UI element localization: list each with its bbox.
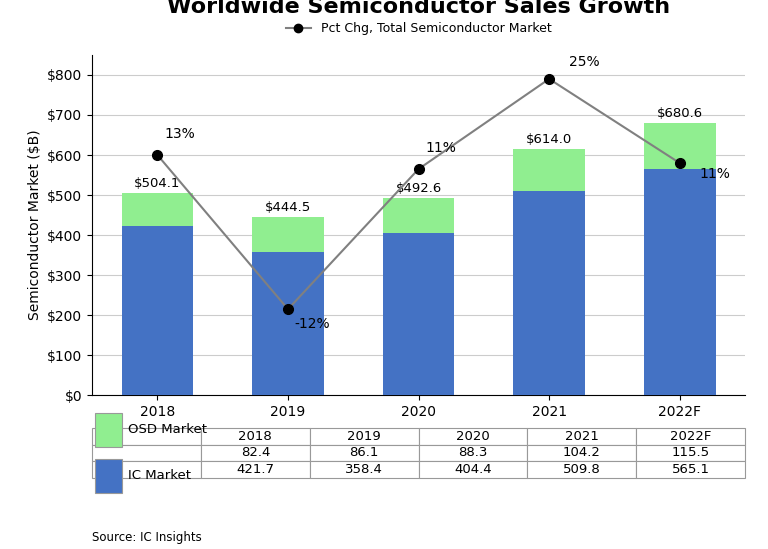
FancyBboxPatch shape	[95, 458, 121, 493]
Bar	[252, 252, 324, 395]
Bar	[382, 198, 455, 233]
Text: IC Market: IC Market	[128, 469, 191, 483]
Text: 25%: 25%	[568, 55, 599, 69]
Text: 13%: 13%	[164, 127, 195, 141]
Y-axis label: Semiconductor Market ($B): Semiconductor Market ($B)	[28, 130, 41, 321]
Text: $444.5: $444.5	[265, 201, 311, 214]
Bar	[644, 169, 716, 395]
Bar	[121, 193, 194, 226]
Text: Source: IC Insights: Source: IC Insights	[92, 530, 202, 544]
Text: 11%: 11%	[425, 141, 456, 155]
Text: $504.1: $504.1	[134, 177, 180, 190]
Bar	[513, 191, 585, 395]
Bar	[382, 233, 455, 395]
Bar	[644, 123, 716, 169]
Text: -12%: -12%	[295, 317, 330, 331]
Text: $492.6: $492.6	[396, 182, 442, 195]
Text: OSD Market: OSD Market	[128, 423, 207, 436]
Bar	[121, 226, 194, 395]
Text: $680.6: $680.6	[657, 107, 703, 120]
Title: Worldwide Semiconductor Sales Growth: Worldwide Semiconductor Sales Growth	[167, 0, 670, 17]
FancyBboxPatch shape	[95, 413, 121, 447]
Bar	[513, 149, 585, 191]
Text: $614.0: $614.0	[526, 133, 572, 146]
Legend: Pct Chg, Total Semiconductor Market: Pct Chg, Total Semiconductor Market	[280, 17, 557, 40]
Text: 11%: 11%	[700, 167, 730, 181]
Bar	[252, 217, 324, 252]
